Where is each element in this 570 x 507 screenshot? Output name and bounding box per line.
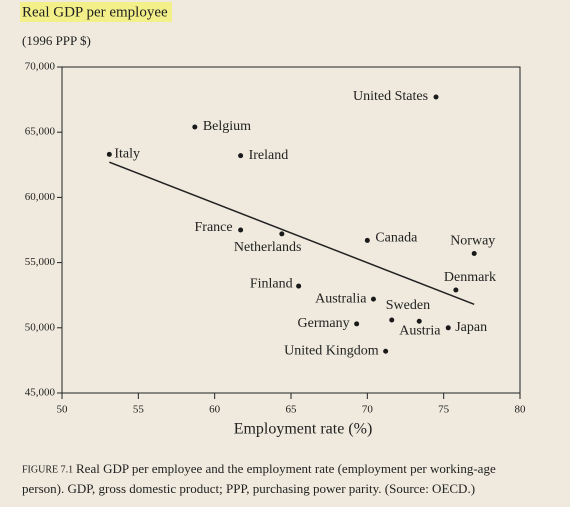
point-label: France [195, 220, 233, 235]
chart-title: Real GDP per employee [22, 4, 168, 20]
caption-text: person). GDP, gross domestic product; PP… [22, 481, 475, 496]
point [364, 237, 370, 243]
point [389, 317, 395, 323]
point [296, 283, 302, 289]
x-axis-label: Employment rate (%) [234, 421, 373, 438]
point-label: Australia [315, 291, 367, 306]
y-tick-label: 45,000 [25, 387, 56, 399]
point [445, 325, 451, 331]
point-label: Denmark [444, 270, 496, 285]
x-tick-label: 70 [362, 404, 374, 416]
trend-line [109, 161, 475, 306]
point-label: Germany [298, 316, 350, 331]
point-label: Netherlands [234, 240, 302, 255]
point [433, 94, 439, 100]
point [416, 318, 422, 324]
y-tick-label: 55,000 [25, 256, 56, 268]
point-label: Japan [455, 320, 487, 335]
y-tick-label: 70,000 [25, 61, 56, 73]
point [471, 250, 477, 256]
point-label: Finland [250, 276, 293, 291]
point [383, 348, 389, 354]
point-label: Austria [399, 323, 441, 338]
x-tick-label: 50 [57, 404, 69, 416]
caption-text: Real GDP per employee and the employment… [76, 461, 496, 476]
x-tick-label: 55 [133, 404, 145, 416]
y-tick-label: 65,000 [25, 126, 56, 138]
point-label: United Kingdom [284, 343, 379, 358]
point-label: Ireland [249, 148, 289, 163]
point-label: Sweden [386, 298, 430, 313]
point [238, 153, 244, 159]
point-label: Belgium [203, 119, 251, 134]
title-highlight [20, 2, 172, 22]
point-label: Canada [375, 231, 418, 246]
x-tick-label: 65 [286, 404, 298, 416]
caption-label: FIGURE 7.1 [22, 464, 73, 475]
point-label: Italy [114, 147, 140, 162]
chart-subtitle: (1996 PPP $) [22, 33, 91, 48]
y-tick-label: 50,000 [25, 321, 56, 333]
point [453, 287, 459, 293]
point-label: Norway [450, 234, 495, 249]
point [106, 151, 112, 157]
point [354, 321, 360, 327]
point-label: United States [353, 89, 428, 104]
x-tick-label: 75 [438, 404, 450, 416]
x-tick-label: 60 [209, 404, 221, 416]
point [192, 124, 198, 130]
y-tick-label: 60,000 [25, 191, 56, 203]
point [279, 231, 285, 237]
point [238, 227, 244, 233]
x-tick-label: 80 [515, 404, 527, 416]
point [370, 296, 376, 302]
